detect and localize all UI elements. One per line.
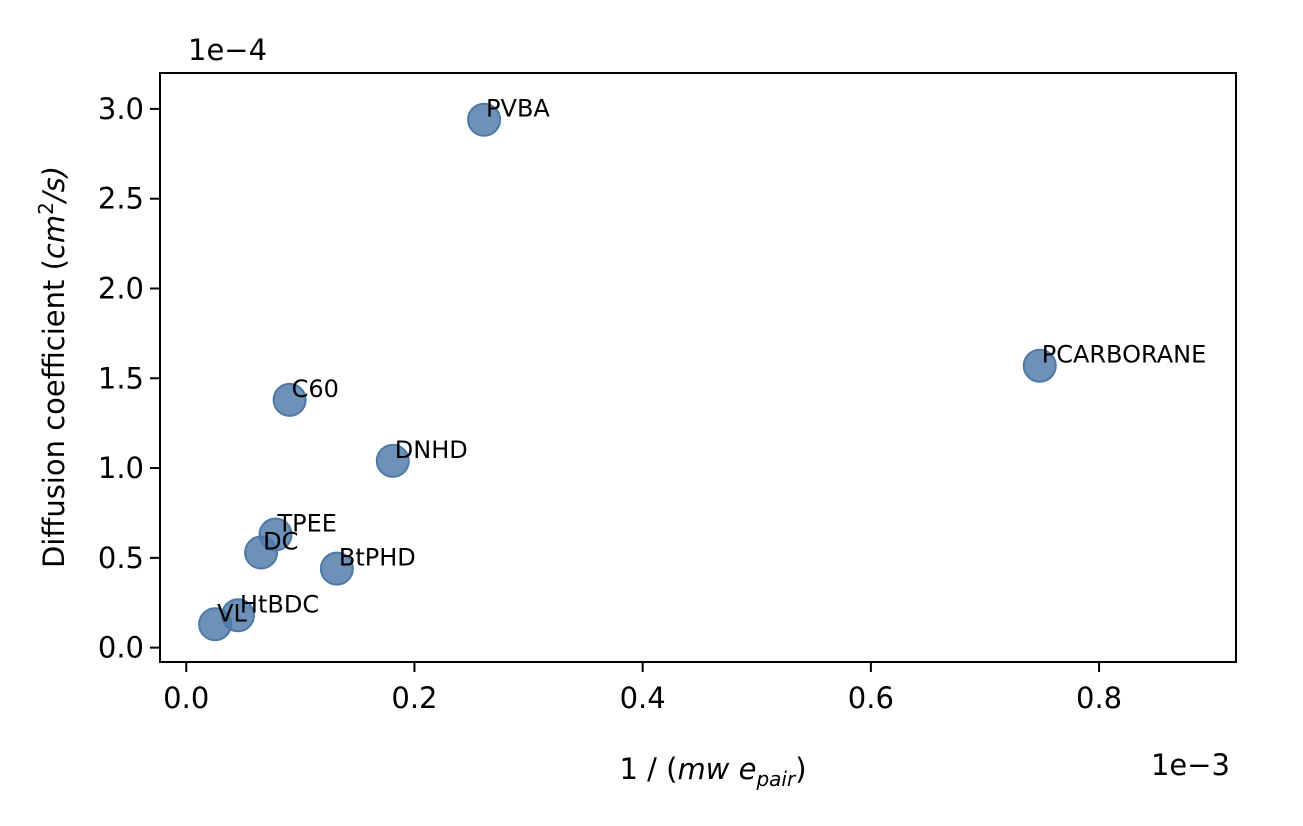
y-axis-offset-label: 1e−4: [188, 33, 267, 67]
y-axis-label: Diffusion coefficient (cm2/s): [34, 166, 71, 568]
y-tick-label: 2.0: [98, 271, 144, 305]
point-label-pcarborane: PCARBORANE: [1042, 341, 1207, 369]
x-tick-label: 0.6: [848, 681, 894, 715]
x-tick-label: 0.0: [163, 681, 209, 715]
scatter-point-c60: [272, 382, 307, 417]
x-axis-offset-label: 1e−3: [1151, 748, 1230, 782]
point-label-btphd: BtPHD: [339, 544, 416, 572]
x-axis-label: 1 / (mw epair): [619, 752, 806, 791]
scatter-point-dnhd: [375, 443, 410, 478]
y-tick-label: 0.5: [98, 541, 144, 575]
x-tick-label: 0.8: [1076, 681, 1122, 715]
scatter-point-pcarborane: [1022, 348, 1057, 383]
point-label-pvba: PVBA: [486, 95, 550, 123]
y-tick-label: 2.5: [98, 182, 144, 216]
scatter-point-btphd: [319, 551, 354, 586]
point-label-dnhd: DNHD: [395, 436, 468, 464]
x-tick-label: 0.2: [391, 681, 437, 715]
point-label-dc: DC: [263, 527, 298, 555]
point-label-tpee: TPEE: [276, 510, 336, 538]
y-tick-label: 1.0: [98, 451, 144, 485]
x-axis-ticks: 0.0 0.2 0.4 0.6 0.8: [163, 662, 1122, 715]
scatter-point-dc: [244, 535, 279, 570]
scatter-point-vl: [198, 607, 233, 642]
x-tick-label: 0.4: [620, 681, 666, 715]
point-label-vl: VL: [217, 599, 247, 627]
scatter-point-pvba: [467, 102, 502, 137]
point-label-c60: C60: [292, 375, 339, 403]
y-tick-label: 0.0: [98, 631, 144, 665]
y-tick-label: 3.0: [98, 92, 144, 126]
y-tick-label: 1.5: [98, 361, 144, 395]
y-axis-ticks: 0.0 0.5 1.0 1.5 2.0 2.5 3.0: [98, 92, 160, 665]
data-points: [198, 102, 1057, 642]
point-label-htbdc: HtBDC: [240, 590, 319, 618]
